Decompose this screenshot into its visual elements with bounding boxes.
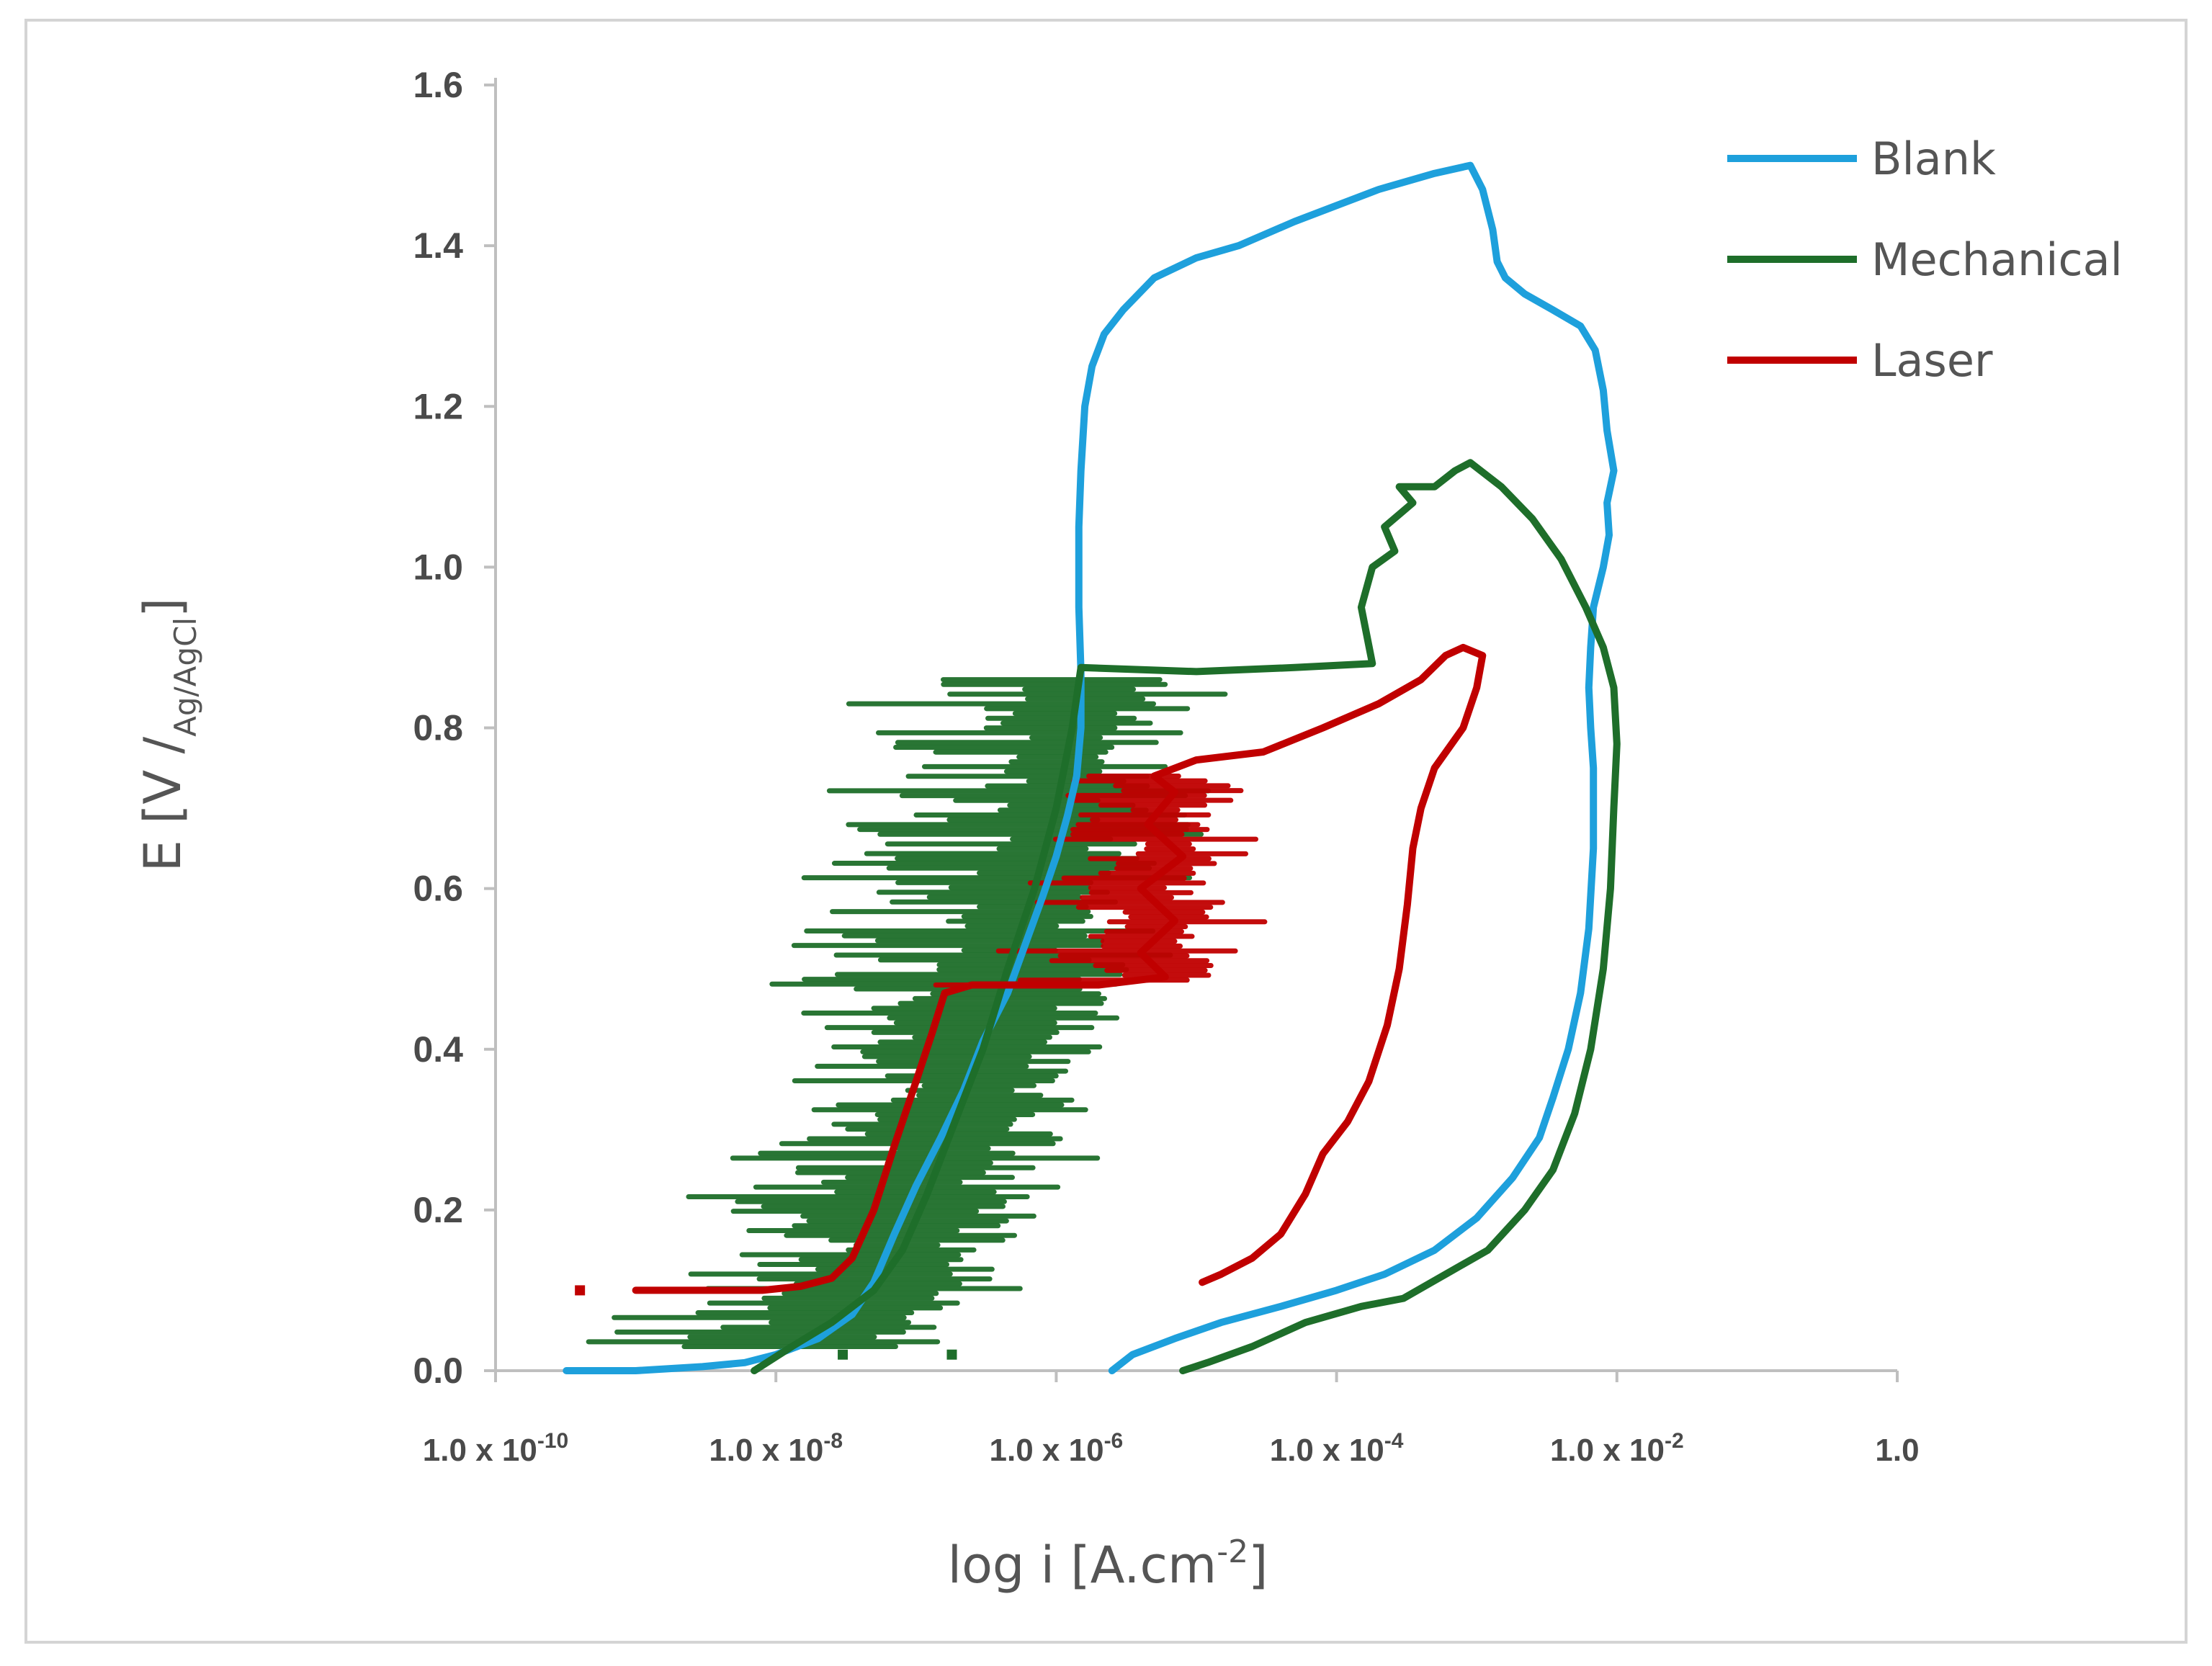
- tick-labels: 0.0 0.2 0.4 0.6 0.8 1.0 1.2 1.4 1.6 1.0 x 10-10 1.…: [413, 65, 1919, 1468]
- x-tick-label: 1.0 x 10-4: [1270, 1429, 1404, 1468]
- y-tick-label: 0.4: [413, 1029, 463, 1070]
- series-lines: [563, 161, 1621, 1374]
- y-tick-label: 0.8: [413, 708, 463, 748]
- legend-label-mechanical: Mechanical: [1871, 233, 2123, 286]
- y-tick-label: 0.6: [413, 869, 463, 909]
- chart-svg: 0.0 0.2 0.4 0.6 0.8 1.0 1.2 1.4 1.6 1.0 x 10-10 1.…: [133, 65, 2123, 1595]
- x-tick-label: 1.0 x 10-8: [709, 1429, 843, 1468]
- y-axis-title: E [V /Ag/AgCl]: [133, 598, 203, 872]
- x-tick-label: 1.0 x 10-2: [1550, 1429, 1684, 1468]
- x-tick-label: 1.0 x 10-10: [423, 1429, 568, 1468]
- x-tick-label: 1.0 x 10-6: [990, 1429, 1124, 1468]
- y-tick-label: 1.6: [413, 65, 463, 105]
- data-point: [838, 1349, 848, 1360]
- x-tick-label: 1.0: [1875, 1433, 1919, 1468]
- axes: [484, 78, 1899, 1382]
- y-tick-label: 1.4: [413, 225, 463, 266]
- legend-label-blank: Blank: [1871, 133, 1996, 185]
- y-tick-label: 1.0: [413, 547, 463, 587]
- figure-frame: 0.0 0.2 0.4 0.6 0.8 1.0 1.2 1.4 1.6 1.0 x 10-10 1.…: [24, 19, 2188, 1644]
- legend-label-laser: Laser: [1871, 334, 1993, 387]
- y-tick-label: 0.2: [413, 1190, 463, 1230]
- y-tick-label: 0.0: [413, 1351, 463, 1391]
- data-point: [946, 1349, 957, 1360]
- data-point: [575, 1285, 586, 1296]
- x-axis-title: log i [A.cm-2]: [948, 1533, 1268, 1595]
- series-line-laser: [632, 643, 1487, 1294]
- legend: Blank Mechanical Laser: [1727, 133, 2123, 387]
- series-line-mechanical: [751, 459, 1621, 1374]
- y-tick-label: 1.2: [413, 386, 463, 426]
